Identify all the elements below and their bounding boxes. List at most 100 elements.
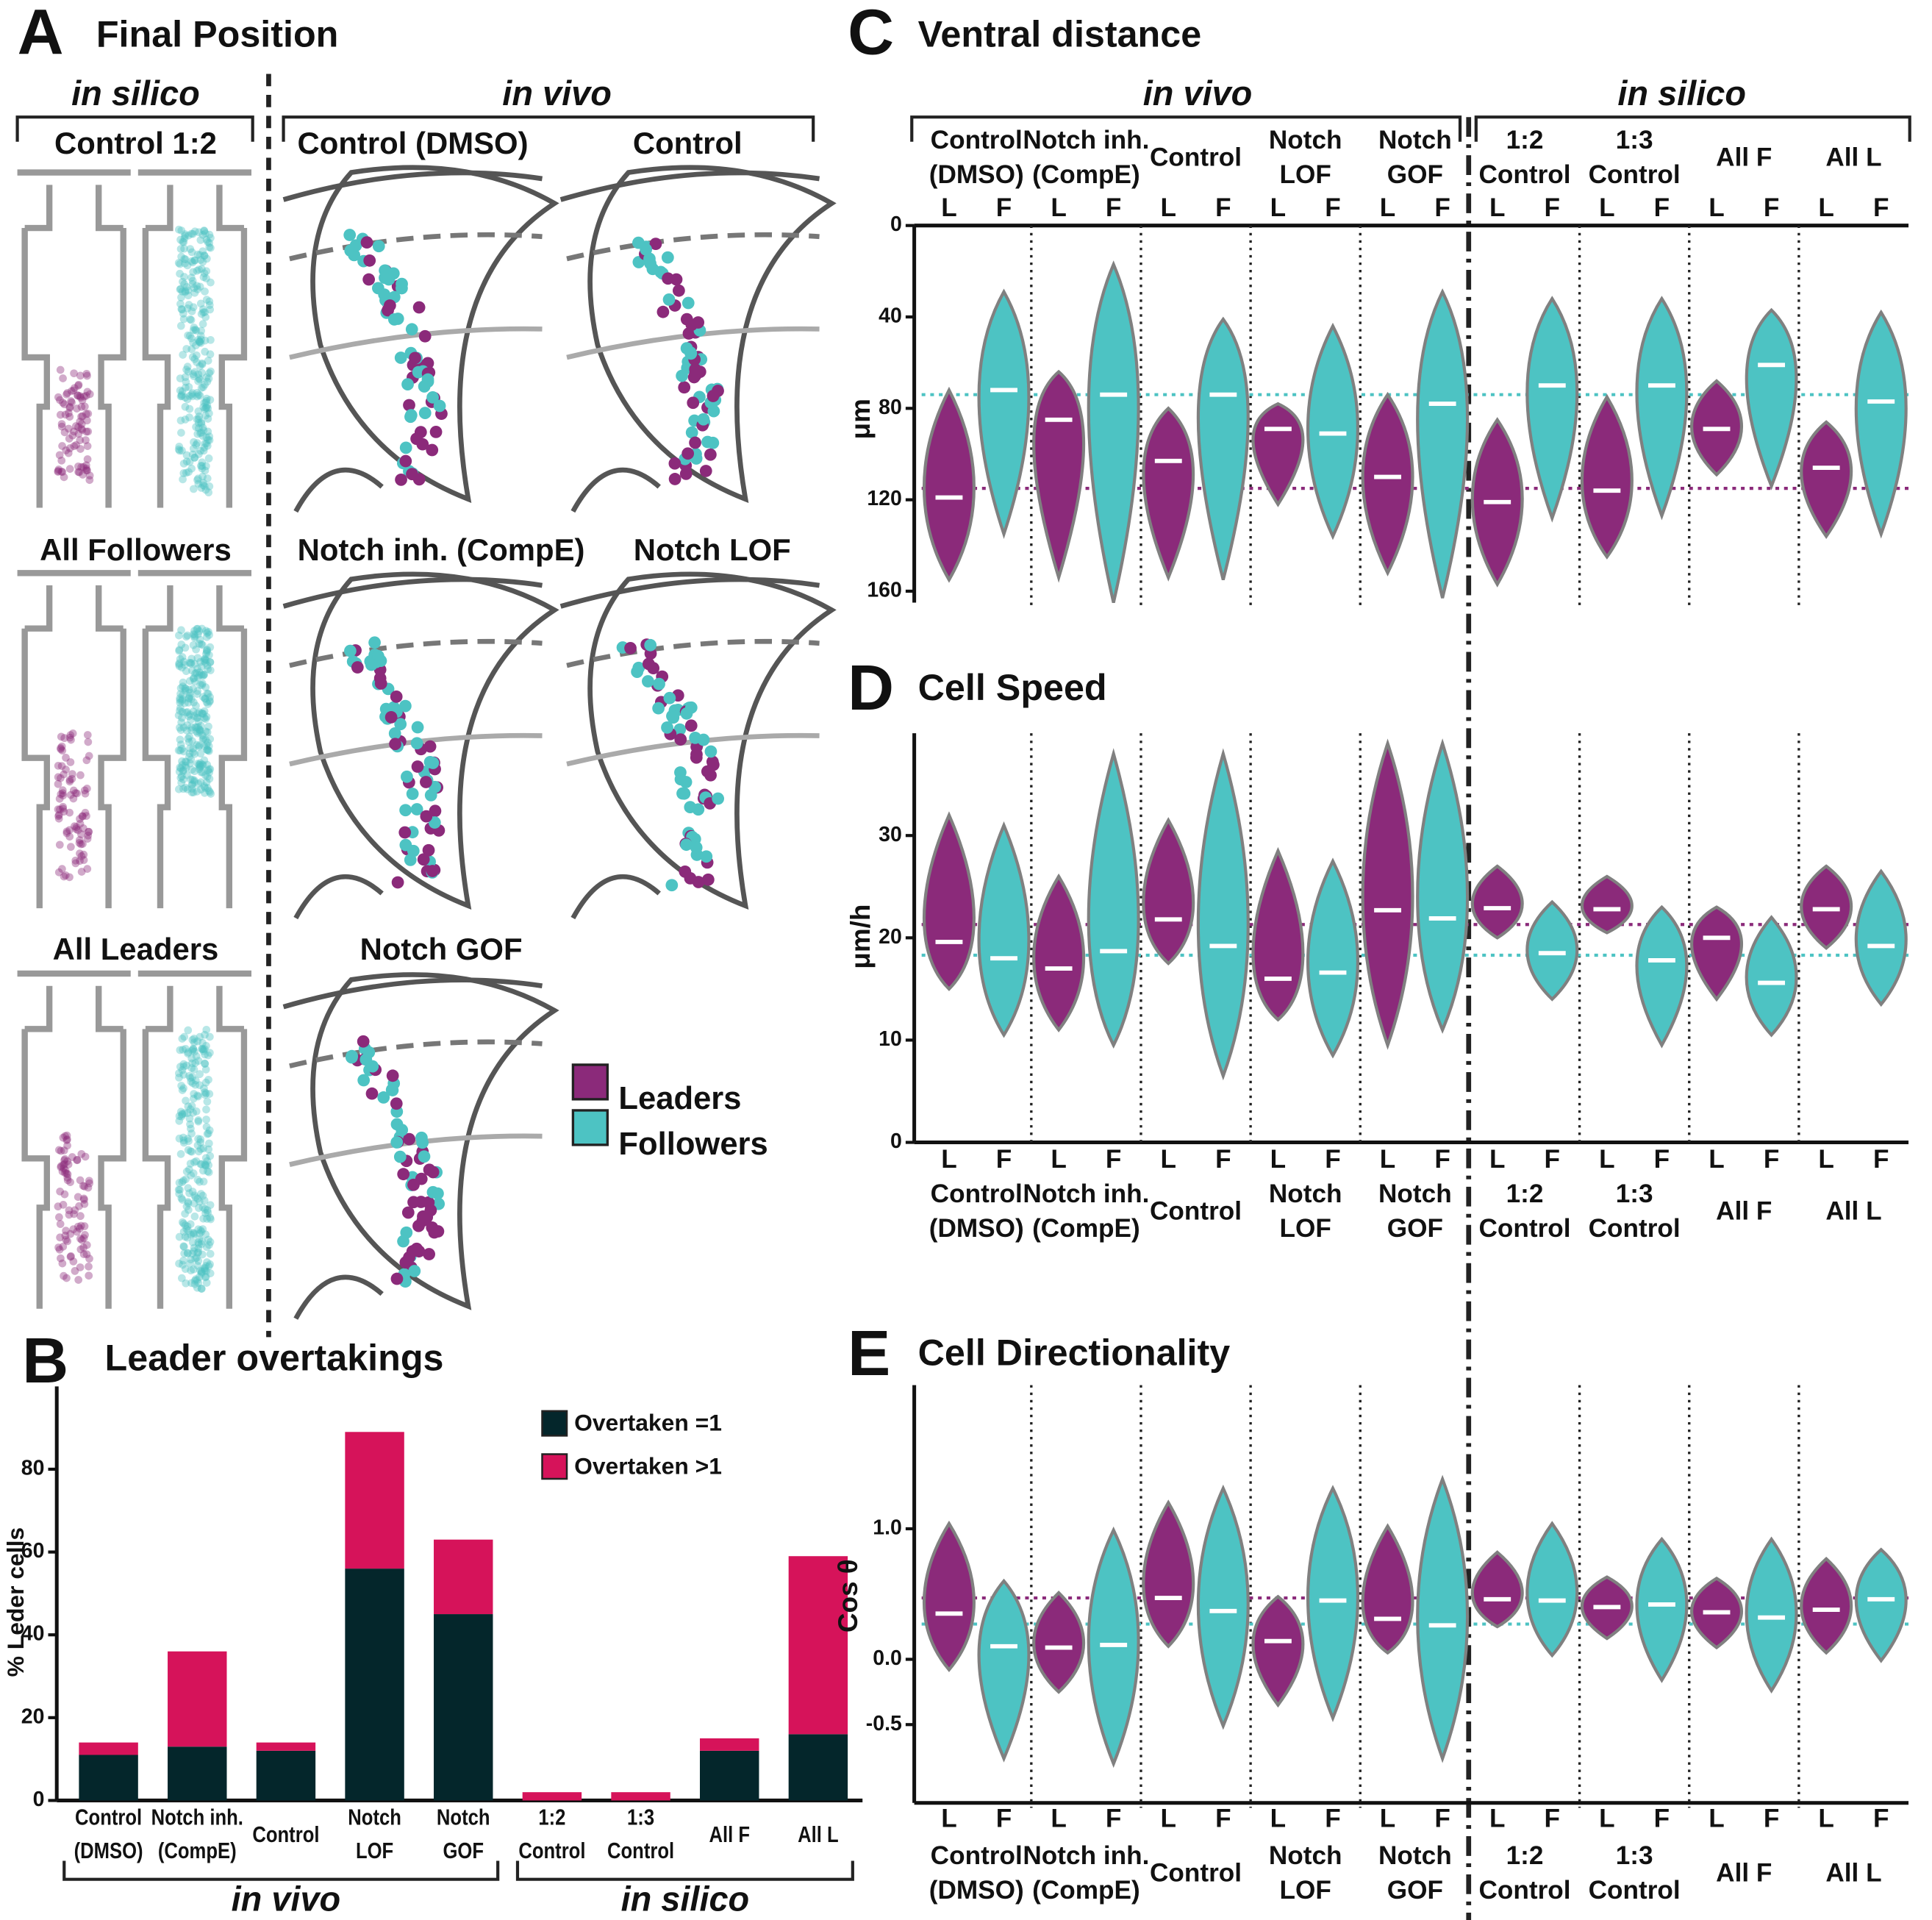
group-label: Control	[1589, 1214, 1681, 1243]
cell-dot	[188, 1059, 196, 1068]
legend-label: Followers	[618, 1127, 768, 1162]
cell-dot	[196, 339, 205, 347]
series-label: L	[1818, 1145, 1834, 1174]
cell-dot	[182, 1224, 191, 1233]
cell-dot	[188, 1249, 196, 1258]
group-label: Notch	[1269, 1180, 1342, 1208]
cell-dot	[188, 1188, 197, 1196]
cell-dot	[194, 1257, 203, 1266]
cell-dot	[202, 267, 211, 276]
cell-dot	[76, 393, 85, 402]
cell-dot	[204, 784, 212, 793]
legend-swatch	[541, 1453, 568, 1480]
violin	[1470, 864, 1524, 940]
cell-dot	[67, 1252, 75, 1260]
cell-dot	[186, 710, 194, 719]
cell-dot	[176, 763, 185, 772]
cell-dot	[59, 1201, 68, 1209]
cell-dot	[201, 1154, 210, 1163]
cell-dot	[188, 392, 197, 401]
cell-dot	[190, 288, 199, 297]
cell-dot	[185, 752, 193, 761]
cell-dot	[193, 282, 201, 290]
cell-dot	[195, 338, 204, 346]
cell-dot	[69, 786, 78, 795]
cell-dot	[204, 690, 212, 698]
cell-dot	[54, 761, 62, 770]
channel-wall	[98, 628, 126, 909]
cell-dot	[57, 732, 65, 741]
cell-dot	[196, 1070, 204, 1079]
cell-dot	[79, 471, 87, 479]
cell-dot	[57, 1254, 65, 1263]
cell-dot	[194, 717, 203, 726]
cell-dot	[179, 766, 187, 774]
cell-dot	[205, 768, 214, 777]
x-tick-label: LOF	[356, 1838, 393, 1863]
cell-dot	[193, 740, 201, 749]
cell-dot	[399, 1256, 412, 1269]
cell-dot	[198, 305, 207, 314]
cell-dot	[62, 390, 71, 399]
cell-dot	[420, 810, 433, 823]
cell-dot	[193, 392, 201, 401]
cell-dot	[190, 324, 198, 332]
cell-dot	[201, 694, 210, 703]
violin	[1306, 322, 1360, 540]
cell-dot	[394, 351, 407, 364]
cell-dot	[83, 371, 91, 380]
group-label: All F	[1716, 143, 1772, 171]
cell-dot	[60, 473, 68, 482]
cell-dot	[198, 1191, 207, 1200]
cell-dot	[190, 1277, 199, 1285]
bracket	[515, 1860, 854, 1881]
cell-dot	[176, 321, 185, 330]
cell-dot	[201, 655, 209, 664]
cell-dot	[207, 1215, 215, 1224]
cell-dot	[198, 1250, 207, 1259]
cell-dot	[196, 1229, 204, 1238]
series-label: F	[996, 1145, 1012, 1174]
cell-dot	[68, 431, 77, 440]
series-label: L	[941, 1145, 957, 1174]
cell-dot	[193, 668, 201, 677]
cell-dot	[177, 1274, 186, 1282]
cell-dot	[179, 1177, 187, 1185]
cell-dot	[61, 1132, 69, 1141]
cell-dot	[190, 1230, 198, 1239]
cell-dot	[65, 826, 74, 835]
cell-dot	[204, 427, 212, 436]
cell-dot	[202, 235, 211, 244]
cell-dot	[176, 694, 185, 703]
cell-dot	[183, 708, 192, 716]
cell-dot	[193, 250, 202, 259]
y-tick-label: 20	[21, 1705, 45, 1728]
cell-dot	[184, 735, 193, 743]
group-label: (CompE)	[1032, 1876, 1140, 1905]
violin	[1525, 296, 1579, 523]
cell-dot	[196, 749, 205, 758]
cell-dot	[190, 1038, 198, 1046]
legend-label: Overtaken =1	[574, 1410, 722, 1436]
cell-dot	[197, 418, 206, 427]
violin	[1470, 1550, 1524, 1629]
cell-dot	[205, 482, 214, 490]
cell-dot	[58, 1167, 67, 1176]
x-tick-label: Notch	[348, 1805, 401, 1830]
cell-dot	[60, 807, 68, 816]
cell-dot	[687, 396, 700, 410]
cell-dot	[58, 786, 67, 795]
series-label: L	[1709, 193, 1725, 222]
cell-dot	[415, 1131, 428, 1144]
cell-dot	[393, 1150, 407, 1163]
cell-dot	[206, 735, 215, 743]
channel-wall	[218, 228, 248, 508]
cell-dot	[193, 415, 201, 424]
bracket	[282, 115, 815, 142]
cell-dot	[194, 1057, 203, 1065]
cell-dot	[198, 247, 207, 256]
bracket	[910, 115, 1462, 142]
cell-dot	[62, 446, 71, 454]
panel-letter: C	[848, 0, 894, 68]
channel-wall	[145, 585, 173, 632]
